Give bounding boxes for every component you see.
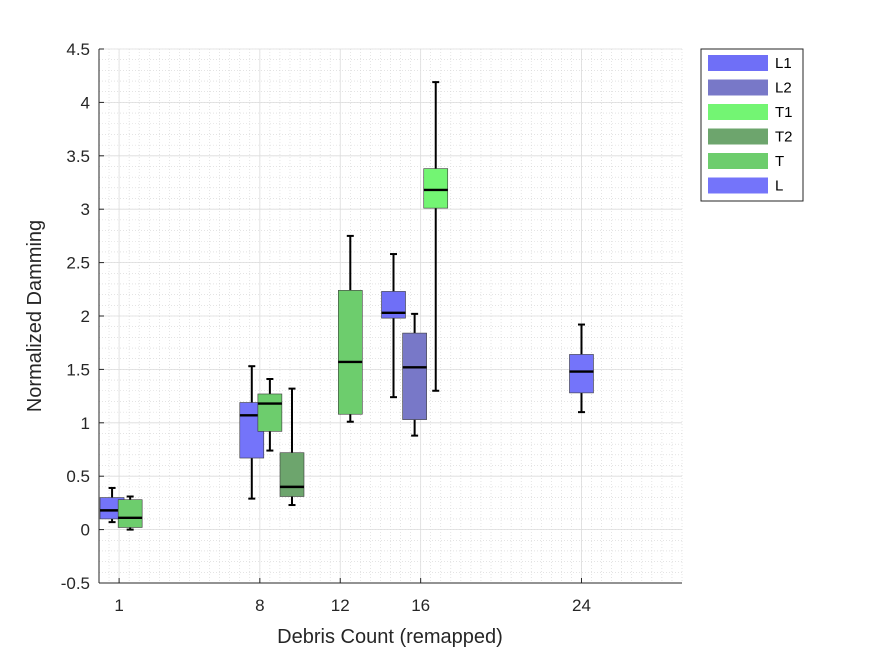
box-iqr: [257, 393, 283, 432]
box-iqr: [423, 168, 449, 209]
legend-item-L: L: [708, 177, 783, 195]
box-T: [337, 234, 363, 423]
legend-label: T2: [775, 129, 793, 146]
y-tick-label: 1: [81, 414, 90, 433]
x-tick-label: 16: [411, 596, 430, 615]
y-tick-label: 1.5: [66, 360, 90, 379]
legend-label: T1: [775, 104, 793, 121]
legend-item-T2: T2: [708, 128, 793, 146]
y-tick-label: 0.5: [66, 467, 90, 486]
box-T: [257, 378, 283, 452]
legend-item-L2: L2: [708, 79, 792, 97]
legend-swatch: [708, 55, 768, 71]
box-L2: [402, 312, 427, 437]
box-iqr: [402, 332, 427, 420]
x-tick-labels: 1 8 12 16 24: [114, 596, 591, 615]
box-T2: [279, 387, 305, 507]
y-axis-label: Normalized Damming: [24, 220, 46, 412]
legend-swatch: [708, 153, 768, 169]
box-iqr: [117, 499, 143, 528]
legend-item-T1: T1: [708, 104, 793, 121]
box-iqr: [569, 354, 594, 394]
x-axis-label: Debris Count (remapped): [277, 626, 503, 648]
legend-swatch: [708, 79, 768, 96]
boxes: [99, 81, 594, 531]
box-iqr: [337, 290, 363, 415]
y-tick-label: 4: [81, 93, 90, 112]
legend-label: L: [775, 178, 783, 195]
legend-swatch: [708, 177, 768, 194]
box-L1: [381, 253, 406, 399]
y-tick-labels: -0.5 0 0.5 1 1.5 2 2.5 3 3.5 4 4.5: [61, 40, 90, 593]
legend-label: L1: [775, 55, 792, 72]
y-tick-label: 0: [81, 521, 90, 540]
box-iqr: [381, 291, 406, 319]
legend-item-T: T: [708, 153, 784, 170]
axes: [98, 48, 682, 584]
x-tick-label: 8: [255, 596, 264, 615]
major-grid: [99, 48, 682, 584]
y-tick-label: 2.5: [66, 254, 90, 273]
y-tick-label: 3: [81, 200, 90, 219]
y-tick-label: 3.5: [66, 147, 90, 166]
legend-box: [700, 48, 804, 202]
y-tick-label: -0.5: [61, 574, 90, 593]
y-tick-label: 2: [81, 307, 90, 326]
legend-swatch: [708, 128, 768, 145]
box-T: [117, 495, 143, 531]
box-T1: [423, 81, 449, 392]
x-tick-label: 1: [114, 596, 123, 615]
legend-label: T: [775, 153, 784, 170]
box-L: [569, 323, 594, 414]
legend-label: L2: [775, 80, 792, 97]
legend-item-L1: L1: [708, 55, 792, 72]
x-tick-label: 12: [331, 596, 350, 615]
legend: L1 L2 T1 T2 TL: [700, 48, 804, 202]
legend-swatch: [708, 104, 768, 120]
box-iqr: [279, 452, 305, 497]
x-tick-label: 24: [572, 596, 591, 615]
y-tick-label: 4.5: [66, 40, 90, 59]
